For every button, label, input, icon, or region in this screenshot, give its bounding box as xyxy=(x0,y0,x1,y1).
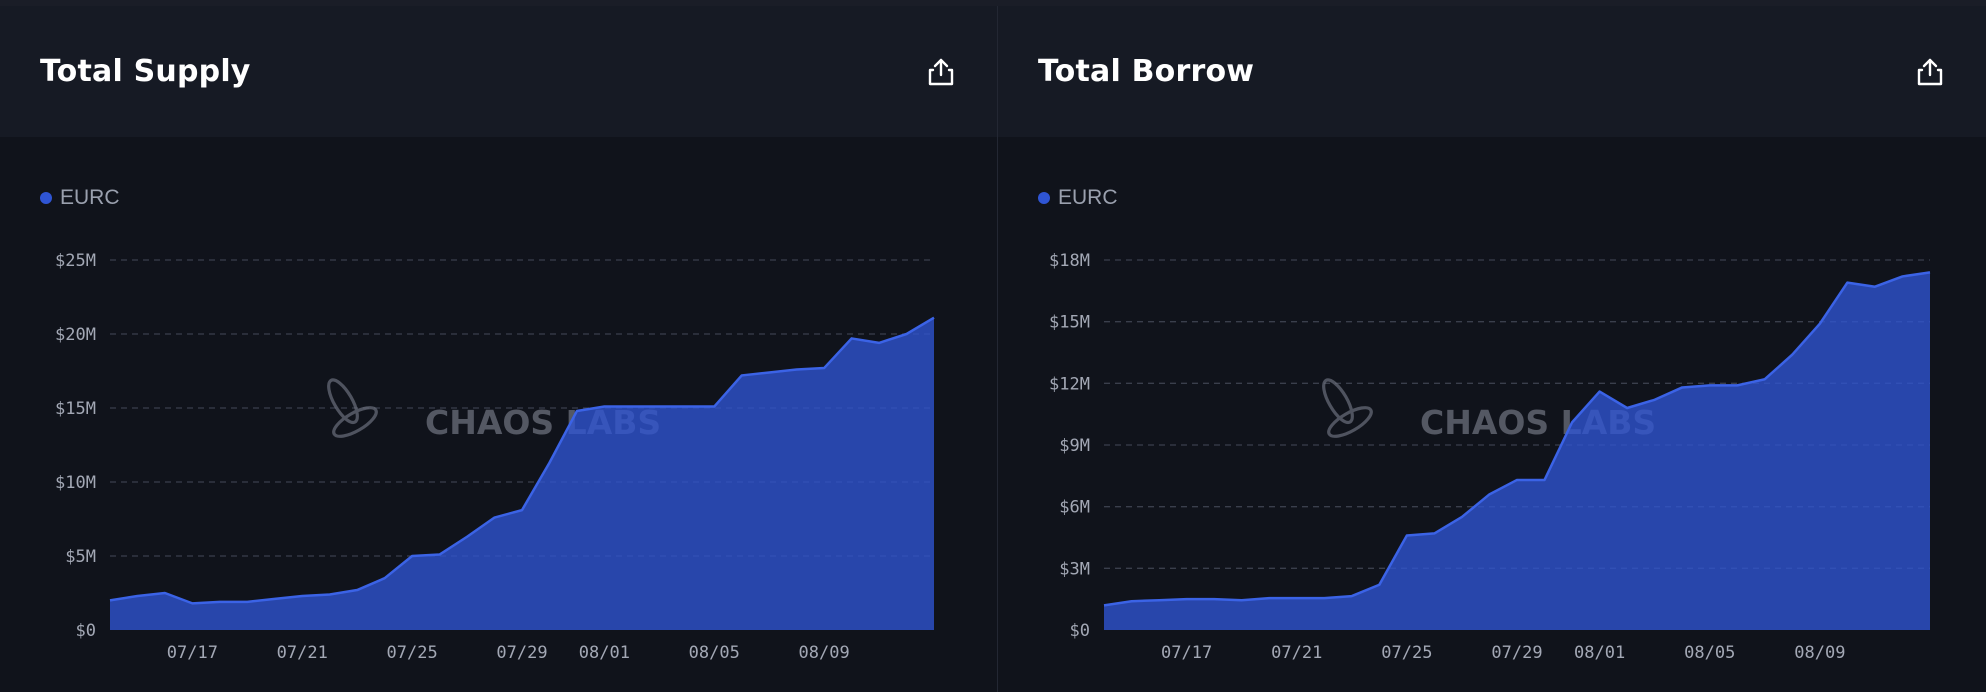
chart-legend: EURC xyxy=(1038,186,1118,210)
y-tick-label: $9M xyxy=(1059,436,1090,456)
legend-swatch xyxy=(40,192,52,204)
x-tick-label: 08/09 xyxy=(799,643,850,663)
x-tick-label: 07/21 xyxy=(1271,643,1322,663)
export-button[interactable] xyxy=(923,54,959,90)
x-tick-label: 07/29 xyxy=(496,643,547,663)
legend-label: EURC xyxy=(60,186,120,209)
chaos-labs-logo-icon xyxy=(327,378,378,438)
x-tick-label: 07/29 xyxy=(1491,643,1542,663)
chaos-labs-logo-icon xyxy=(1322,378,1373,438)
x-tick-label: 08/05 xyxy=(689,643,740,663)
y-tick-label: $15M xyxy=(1049,313,1090,333)
total-borrow-panel: Total Borrow EURC $0 $3M $6M $9M $12M $15M $18… xyxy=(998,6,1986,692)
y-tick-label: $12M xyxy=(1049,374,1090,394)
y-tick-label: $15M xyxy=(55,399,96,419)
y-tick-label: $0 xyxy=(76,621,96,641)
share-upload-icon xyxy=(1917,58,1943,85)
legend-label: EURC xyxy=(1058,186,1118,209)
y-tick-label: $20M xyxy=(55,325,96,345)
series-area xyxy=(110,317,934,630)
panel-title: Total Borrow xyxy=(1038,54,1255,89)
x-tick-label: 08/05 xyxy=(1684,643,1735,663)
x-tick-label: 08/01 xyxy=(1574,643,1625,663)
export-button[interactable] xyxy=(1912,54,1948,90)
y-tick-label: $6M xyxy=(1059,498,1090,518)
x-tick-label: 07/17 xyxy=(167,643,218,663)
share-upload-icon xyxy=(928,58,954,85)
x-tick-label: 08/01 xyxy=(579,643,630,663)
panel-title: Total Supply xyxy=(40,54,251,89)
x-tick-label: 08/09 xyxy=(1794,643,1845,663)
y-tick-label: $0 xyxy=(1070,621,1090,641)
y-tick-label: $25M xyxy=(55,251,96,271)
x-tick-label: 07/21 xyxy=(277,643,328,663)
panel-header: Total Supply xyxy=(0,6,997,137)
y-tick-label: $5M xyxy=(65,547,96,567)
x-tick-label: 07/25 xyxy=(387,643,438,663)
x-tick-label: 07/17 xyxy=(1161,643,1212,663)
panel-header: Total Borrow xyxy=(998,6,1986,137)
legend-swatch xyxy=(1038,192,1050,204)
chart-legend: EURC xyxy=(40,186,120,210)
total-supply-panel: Total Supply EURC $0 $5M $10M $15M $20M $25M C… xyxy=(0,6,998,692)
y-tick-label: $10M xyxy=(55,473,96,493)
y-tick-label: $3M xyxy=(1059,559,1090,579)
y-tick-label: $18M xyxy=(1049,251,1090,271)
series-area xyxy=(1104,272,1930,630)
x-tick-label: 07/25 xyxy=(1381,643,1432,663)
